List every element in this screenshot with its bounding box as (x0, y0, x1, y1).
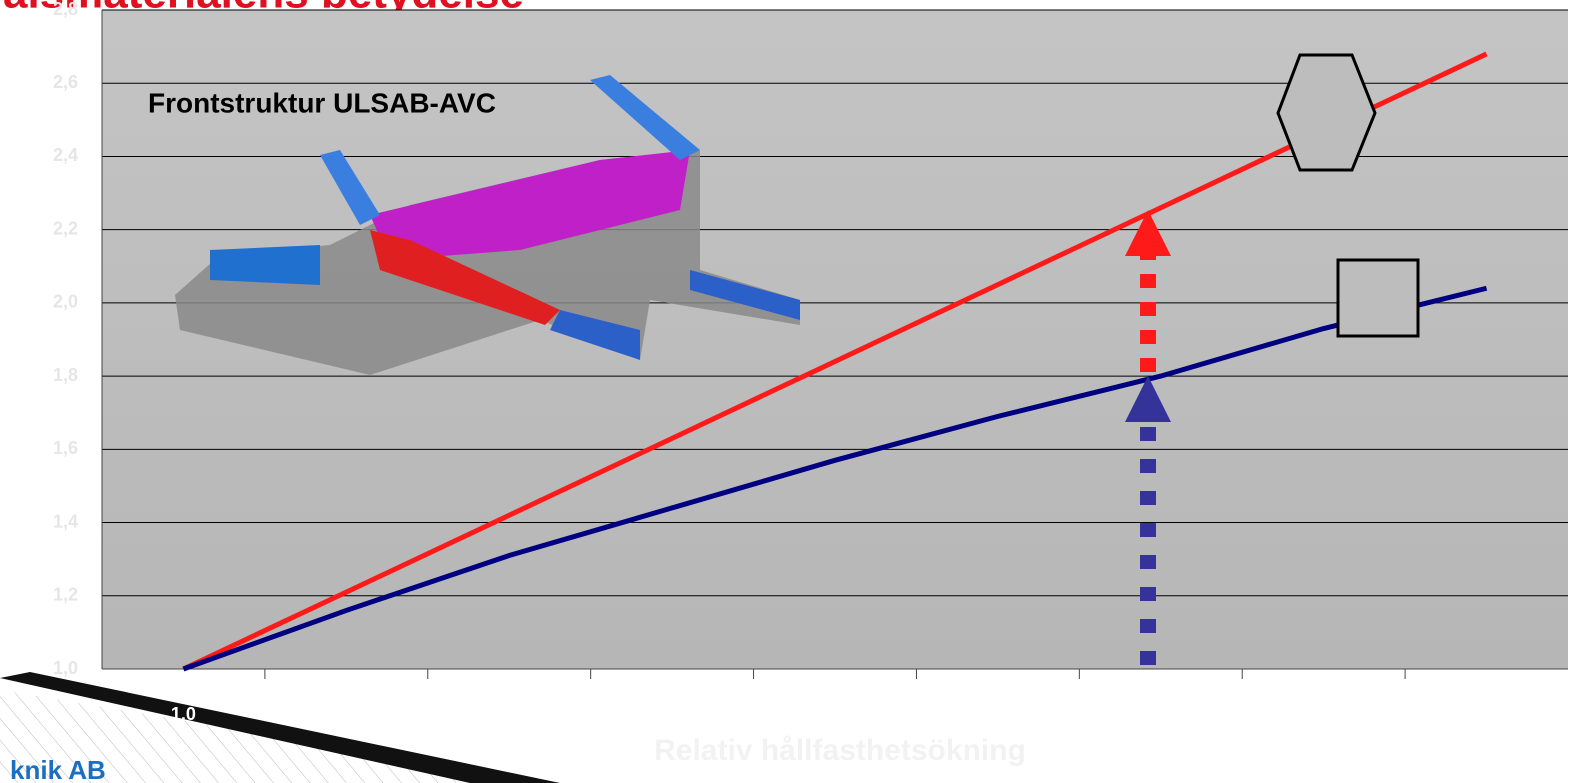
y-tick-label: 1,0 (53, 658, 78, 678)
x-tick-label: 1,0 (171, 704, 196, 724)
y-tick-label: 2,6 (53, 72, 78, 92)
series-line (182, 51, 1488, 672)
annotation: Frontstruktur ULSAB-AVC (148, 87, 496, 118)
y-tick-label: 2,2 (53, 218, 78, 238)
x-tick-label: 3,0 (1474, 704, 1499, 724)
decoration-wedge (0, 672, 560, 783)
x-tick-label: 1,8 (660, 704, 685, 724)
y-axis-title: Relativ energiupptagning (12, 124, 45, 556)
series-line (182, 285, 1488, 672)
legend-marker (1276, 53, 1377, 172)
x-tick-label: 2,5 (1148, 704, 1173, 724)
y-tick-label: 2,0 (53, 292, 78, 312)
x-tick-label: 2,8 (1311, 704, 1336, 724)
x-tick-label: 1,3 (334, 704, 359, 724)
dashed-arrow (1125, 210, 1171, 665)
x-tick-label: 2,0 (822, 704, 847, 724)
y-tick-label: 2,4 (53, 145, 78, 165)
y-tick-label: 1,8 (53, 365, 78, 385)
car-image (175, 75, 800, 375)
x-axis-title: Relativ hållfasthetsökning (654, 734, 1026, 767)
y-tick-label: 2,8 (53, 0, 78, 19)
x-tick-label: 2,3 (985, 704, 1010, 724)
x-tick-label: 1,5 (497, 704, 522, 724)
legend-marker (1336, 258, 1420, 338)
footer: knik AB (10, 755, 106, 783)
y-tick-label: 1,4 (53, 511, 78, 531)
y-tick-label: 1,6 (53, 438, 78, 458)
y-tick-label: 1,2 (53, 585, 78, 605)
